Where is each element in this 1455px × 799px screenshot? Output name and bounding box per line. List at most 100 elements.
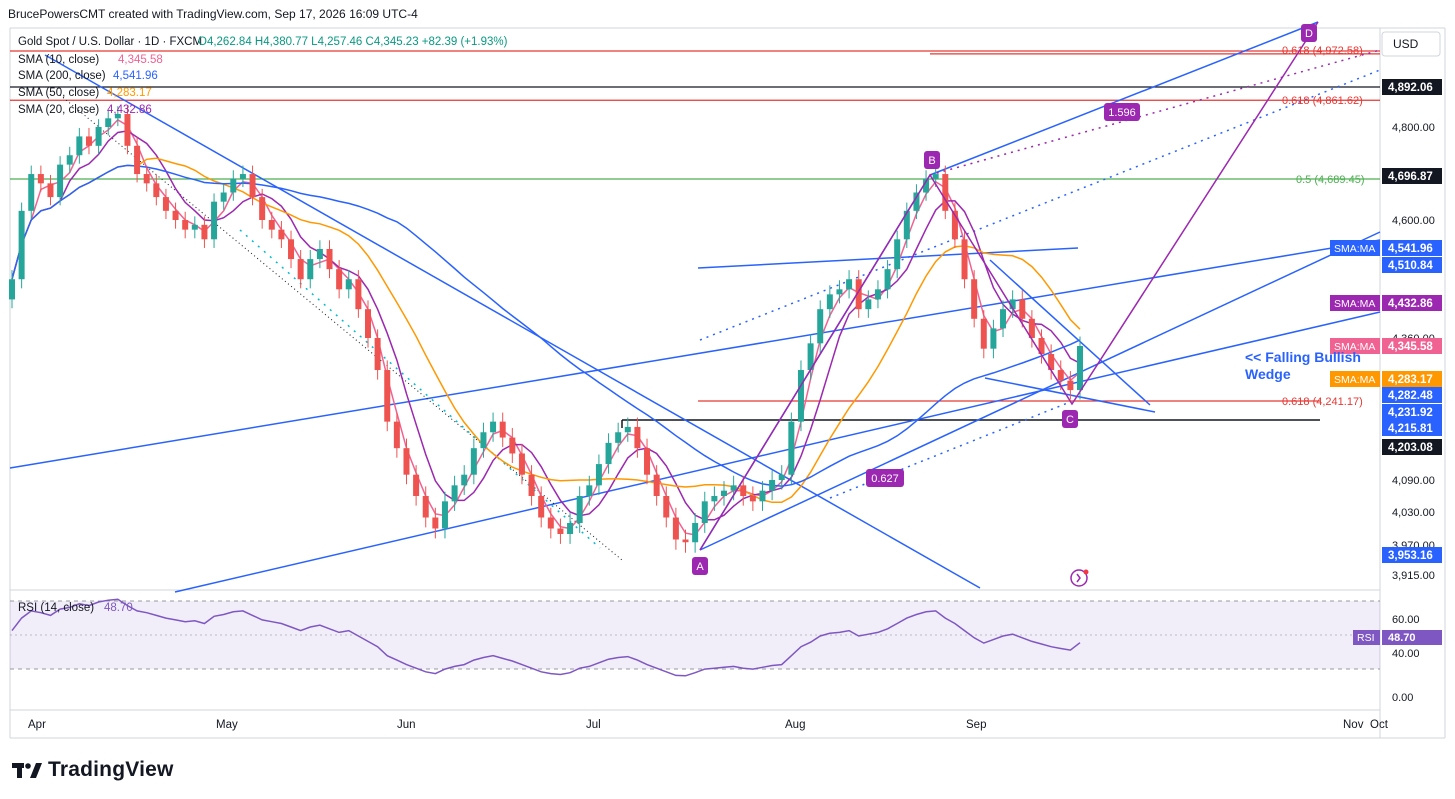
- tradingview-logo[interactable]: TradingView: [12, 758, 174, 782]
- legend-ohlc: O4,262.84 H4,380.77 L4,257.46 C4,345.23 …: [198, 36, 508, 48]
- candle: [422, 496, 429, 518]
- candle: [605, 442, 612, 465]
- candle: [759, 490, 766, 502]
- price-tag-text: 4,541.96: [1388, 243, 1433, 255]
- y-tick-label: 3,915.00: [1392, 570, 1435, 582]
- candle: [749, 496, 756, 502]
- candle: [518, 453, 525, 475]
- candle: [721, 490, 727, 496]
- candle: [1000, 309, 1007, 329]
- candle: [249, 174, 256, 198]
- candle: [961, 239, 968, 280]
- candle: [278, 229, 285, 240]
- candle: [778, 474, 785, 480]
- x-tick-label: Nov: [1343, 719, 1364, 731]
- candle: [826, 294, 833, 310]
- y-tick-label: 4,800.00: [1392, 122, 1435, 134]
- candle: [595, 464, 602, 486]
- y-tick-label: 4,600.00: [1392, 215, 1435, 227]
- legend-symbol: Gold Spot / U.S. Dollar · 1D · FXCM: [18, 36, 202, 48]
- abcd-pattern: [699, 21, 1319, 551]
- currency-button[interactable]: [1381, 31, 1441, 57]
- price-tag: [1382, 420, 1442, 436]
- candle: [441, 501, 448, 529]
- candle: [172, 210, 179, 220]
- candle: [797, 370, 804, 422]
- price-tag-text: 4,231.92: [1388, 407, 1433, 419]
- point-b-badge: [924, 151, 940, 169]
- legend-sma50-label[interactable]: SMA (50, close): [18, 87, 99, 99]
- point-a-badge-text: A: [696, 561, 704, 573]
- rsi-label[interactable]: RSI (14, close): [18, 602, 94, 614]
- sma-tag: [1330, 338, 1380, 354]
- price-tag: [1382, 168, 1442, 184]
- sma200-line: [11, 164, 1081, 487]
- tradingview-logo-icon: [12, 763, 42, 778]
- candle: [567, 523, 574, 534]
- sma-tag: [1330, 240, 1380, 256]
- price-tag: [1382, 404, 1442, 420]
- candle: [470, 448, 477, 475]
- y-tick-label: 4,090.00: [1392, 475, 1435, 487]
- price-tag-text: 4,283.17: [1388, 374, 1433, 386]
- price-tag-text: 4,215.81: [1388, 423, 1433, 435]
- price-tag-text: 3,953.16: [1388, 550, 1433, 562]
- ratio-1596-badge: [1104, 103, 1140, 121]
- wedge-annotation-line2: Wedge: [1245, 366, 1291, 382]
- legend-sma20-label[interactable]: SMA (20, close): [18, 104, 99, 116]
- candle: [682, 539, 689, 543]
- candle: [413, 474, 420, 496]
- candle: [355, 279, 362, 310]
- x-tick-label: Jun: [397, 719, 416, 731]
- candle: [18, 210, 25, 280]
- price-tag-text: 4,892.06: [1388, 82, 1433, 94]
- legend-sma50-value: 4,283.17: [107, 87, 152, 99]
- candle: [365, 309, 371, 338]
- price-tag-text: 4,510.84: [1388, 260, 1433, 272]
- replay-icon[interactable]: [1070, 569, 1089, 587]
- candle: [865, 299, 872, 310]
- x-tick-label: May: [216, 719, 238, 731]
- candle: [1077, 346, 1083, 391]
- candle: [393, 421, 400, 449]
- candle: [874, 289, 881, 300]
- fib-0618-hi: 0.618 (4,861.62): [1282, 95, 1363, 107]
- candle: [644, 448, 651, 475]
- sma-tag-text: SMA:MA: [1334, 341, 1375, 353]
- candle: [855, 279, 862, 310]
- legend-sma10-label[interactable]: SMA (10, close): [18, 54, 99, 66]
- attribution: BrucePowersCMT created with TradingView.…: [8, 7, 418, 21]
- candle: [1038, 338, 1045, 355]
- candle: [288, 239, 295, 260]
- rsi-line: [11, 598, 1081, 677]
- candle: [316, 248, 323, 260]
- x-tick-label: Aug: [785, 719, 805, 731]
- trendline: [929, 21, 1319, 176]
- candle: [220, 192, 227, 202]
- candle: [47, 183, 54, 198]
- candle: [711, 496, 718, 502]
- candle: [336, 269, 343, 290]
- candle: [326, 248, 333, 270]
- trendline: [174, 311, 1381, 593]
- candle: [913, 192, 920, 211]
- candle: [951, 210, 958, 240]
- candle: [615, 432, 622, 443]
- legend-sma200-label[interactable]: SMA (200, close): [18, 70, 106, 82]
- currency-label: USD: [1393, 37, 1419, 51]
- price-tag-text: 4,432.86: [1388, 298, 1433, 310]
- trendline: [697, 247, 1079, 269]
- candle: [211, 201, 218, 240]
- candle: [403, 448, 410, 475]
- sma10-line: [11, 118, 1081, 536]
- candle: [528, 474, 535, 496]
- x-tick-label: Sep: [966, 719, 986, 731]
- trendline: [989, 259, 1151, 406]
- candle: [557, 528, 564, 534]
- sma-tag-text: SMA:MA: [1334, 243, 1375, 255]
- legend-sma200-value: 4,541.96: [113, 70, 158, 82]
- ratio-0627-badge-text: 0.627: [871, 473, 899, 485]
- candle: [903, 210, 910, 240]
- candle: [297, 259, 304, 280]
